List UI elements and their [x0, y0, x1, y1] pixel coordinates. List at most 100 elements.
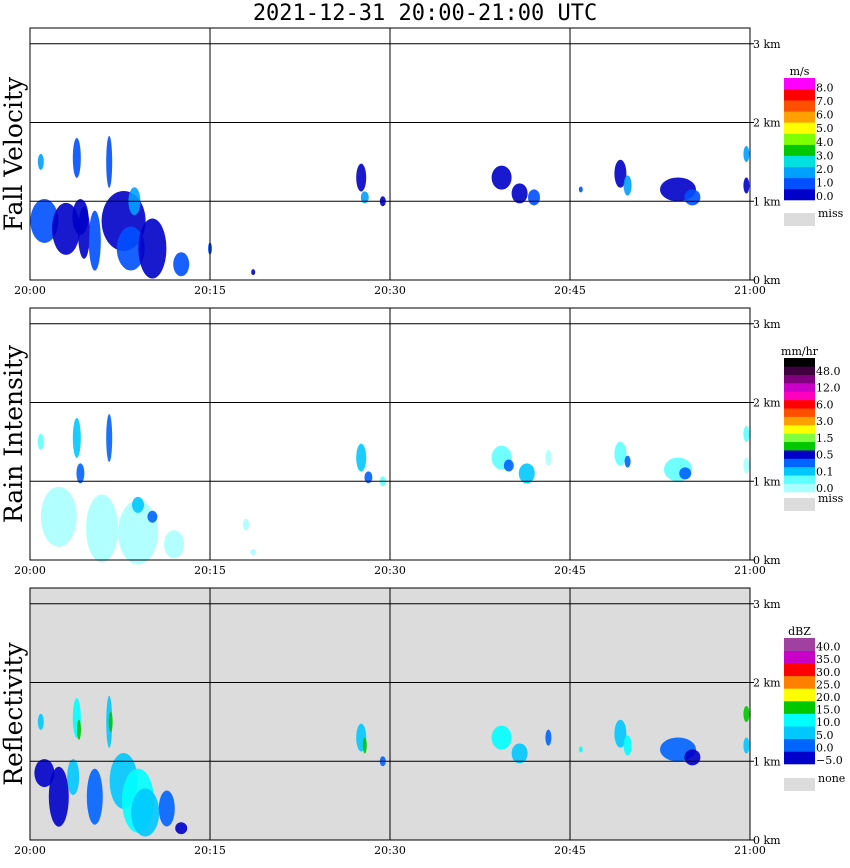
echo-cell — [684, 749, 701, 766]
colorbar-unit: m/s — [790, 65, 810, 78]
panel-1: 0 km 1 km 2 km 3 km 20:00 20:15 20:30 20:45 21:0… — [0, 27, 844, 297]
colorbar-label: 3.0 — [816, 415, 834, 428]
colorbar-label: 3.0 — [816, 149, 834, 162]
colorbar-swatch — [784, 383, 815, 392]
colorbar-swatch — [784, 358, 815, 367]
echo-cell — [250, 549, 257, 556]
echo-cell — [578, 746, 583, 753]
x-tick-label: 20:00 — [14, 284, 46, 297]
colorbar-label: 2.0 — [816, 163, 834, 176]
colorbar-missing-label: miss — [818, 492, 844, 505]
colorbar-swatch — [784, 166, 815, 179]
colorbar-swatch — [784, 399, 815, 409]
colorbar-label: 40.0 — [816, 641, 841, 654]
colorbar-label: 10.0 — [816, 716, 841, 729]
colorbar-label: 35.0 — [816, 653, 841, 666]
colorbar-swatch — [784, 122, 815, 134]
echo-cell — [511, 183, 528, 204]
x-tick-label: 20:45 — [554, 284, 586, 297]
y-tick-label: 0 km — [753, 554, 781, 567]
echo-cell — [743, 737, 750, 754]
echo-cell — [545, 729, 552, 746]
echo-cell — [88, 210, 101, 271]
echo-field — [30, 135, 750, 279]
colorbar-label: 0.5 — [816, 449, 834, 462]
colorbar: dBZ 40.035.030.025.020.015.010.05.00.0−5.… — [784, 625, 845, 791]
colorbar: m/s 8.07.06.05.04.03.02.01.00.0 miss — [784, 65, 844, 226]
colorbar-unit: dBZ — [788, 625, 811, 638]
y-tick-label: 1 km — [753, 755, 781, 768]
echo-cell — [72, 137, 81, 178]
colorbar-label: 1.0 — [816, 176, 834, 189]
colorbar-label: 1.5 — [816, 432, 834, 445]
colorbar-swatch — [784, 374, 815, 384]
echo-cell — [545, 449, 552, 466]
echo-cell — [356, 443, 367, 472]
echo-field — [37, 413, 750, 565]
colorbar-swatch — [784, 133, 815, 145]
colorbar-swatch — [784, 416, 815, 426]
colorbar-swatch — [784, 475, 815, 484]
y-tick-label: 0 km — [753, 274, 781, 287]
echo-cell — [364, 471, 373, 484]
y-axis-label: Reflectivity — [0, 641, 28, 785]
colorbar-unit: mm/hr — [781, 345, 819, 358]
colorbar-swatch — [784, 433, 815, 443]
panel-3: 0 km 1 km 2 km 3 km 20:00 20:15 20:30 20:45 21:0… — [0, 587, 845, 857]
colorbar-label: 48.0 — [816, 365, 841, 378]
echo-cell — [72, 417, 81, 458]
colorbar-swatch — [784, 391, 815, 401]
colorbar-swatch — [784, 450, 815, 459]
colorbar-label: 0.1 — [816, 465, 834, 478]
echo-cell — [614, 159, 627, 188]
colorbar-label: 12.0 — [816, 382, 841, 395]
y-tick-label: 3 km — [753, 318, 781, 331]
echo-cell — [106, 413, 113, 462]
echo-cell — [40, 486, 77, 547]
colorbar-missing-swatch — [784, 498, 815, 511]
colorbar-swatch — [784, 155, 815, 168]
x-tick-label: 21:00 — [734, 564, 766, 577]
echo-cell — [360, 191, 369, 204]
colorbar-swatch — [784, 675, 815, 689]
colorbar-swatch — [784, 650, 815, 664]
colorbar-label: 15.0 — [816, 704, 841, 717]
echo-cell — [131, 788, 160, 837]
echo-cell — [76, 463, 85, 484]
y-axis-label: Rain Intensity — [0, 344, 28, 523]
y-tick-label: 2 km — [753, 677, 781, 690]
echo-cell — [147, 510, 158, 523]
colorbar-swatch — [784, 713, 815, 727]
colorbar-swatch — [784, 100, 815, 112]
colorbar-missing-label: miss — [818, 207, 844, 220]
echo-cell — [518, 463, 535, 484]
colorbar-swatch — [784, 663, 815, 677]
colorbar-missing-swatch — [784, 778, 815, 791]
echo-cell — [684, 189, 701, 206]
echo-cell — [34, 759, 55, 788]
echo-cell — [164, 530, 184, 559]
echo-cell — [37, 713, 44, 730]
colorbar-swatch — [784, 78, 815, 90]
x-tick-label: 20:00 — [14, 564, 46, 577]
colorbar-swatch — [784, 738, 815, 752]
colorbar-swatch — [784, 638, 815, 651]
y-tick-label: 3 km — [753, 38, 781, 51]
echo-cell — [138, 218, 167, 279]
x-tick-label: 20:45 — [554, 844, 586, 857]
colorbar-label: 5.0 — [816, 729, 834, 742]
colorbar-label: 0.0 — [816, 190, 834, 203]
echo-cell — [30, 198, 59, 243]
y-tick-label: 2 km — [753, 397, 781, 410]
echo-cell — [175, 822, 188, 835]
colorbar-label: −5.0 — [816, 754, 843, 767]
plot-frame — [29, 587, 751, 841]
echo-cell — [37, 153, 44, 170]
echo-cell — [528, 189, 540, 206]
echo-cell — [624, 455, 631, 468]
echo-cell — [614, 441, 627, 466]
colorbar-label: 25.0 — [816, 678, 841, 691]
colorbar-swatch — [784, 366, 815, 376]
